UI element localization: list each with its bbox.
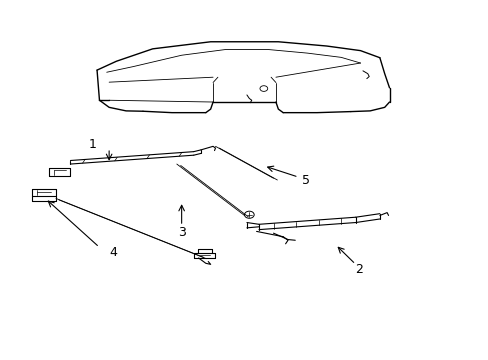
Text: 2: 2 <box>355 263 363 276</box>
Text: 3: 3 <box>177 226 185 239</box>
Text: 1: 1 <box>88 138 96 151</box>
Text: 5: 5 <box>302 174 310 187</box>
Text: 4: 4 <box>109 246 117 259</box>
